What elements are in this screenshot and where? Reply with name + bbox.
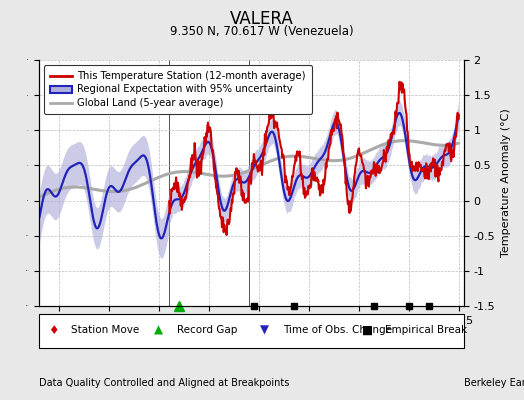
Text: Time of Obs. Change: Time of Obs. Change: [283, 325, 392, 335]
Text: Record Gap: Record Gap: [177, 325, 237, 335]
Text: Berkeley Earth: Berkeley Earth: [464, 378, 524, 388]
FancyBboxPatch shape: [39, 314, 464, 348]
Text: ♦: ♦: [48, 324, 58, 337]
Text: ▼: ▼: [260, 324, 269, 337]
Text: ■: ■: [362, 324, 373, 337]
Text: VALERA: VALERA: [230, 10, 294, 28]
Text: Data Quality Controlled and Aligned at Breakpoints: Data Quality Controlled and Aligned at B…: [39, 378, 290, 388]
Text: ▲: ▲: [154, 324, 163, 337]
Y-axis label: Temperature Anomaly (°C): Temperature Anomaly (°C): [500, 109, 511, 257]
Text: 9.350 N, 70.617 W (Venezuela): 9.350 N, 70.617 W (Venezuela): [170, 25, 354, 38]
Legend: This Temperature Station (12-month average), Regional Expectation with 95% uncer: This Temperature Station (12-month avera…: [45, 65, 312, 114]
Text: Empirical Break: Empirical Break: [385, 325, 467, 335]
Text: Station Move: Station Move: [71, 325, 139, 335]
